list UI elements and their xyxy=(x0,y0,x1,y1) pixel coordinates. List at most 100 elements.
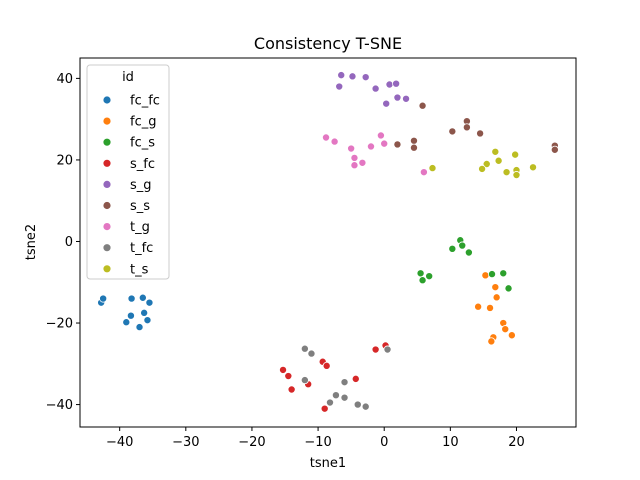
data-point-s_s xyxy=(550,145,559,154)
data-point-fc_s xyxy=(448,244,457,253)
data-point-t_g xyxy=(322,133,331,142)
data-point-fc_s xyxy=(418,276,427,285)
legend-label-t_s: t_s xyxy=(130,262,149,277)
data-point-t_fc xyxy=(340,378,349,387)
legend-marker-t_s xyxy=(102,264,112,274)
data-point-fc_s xyxy=(499,269,508,278)
data-point-t_s xyxy=(491,147,500,156)
data-point-s_g xyxy=(337,71,346,80)
data-point-fc_fc xyxy=(99,294,108,303)
data-point-s_g xyxy=(361,73,370,82)
legend-label-s_s: s_s xyxy=(130,199,150,214)
legend-marker-fc_g xyxy=(102,116,112,126)
legend-marker-s_g xyxy=(102,179,112,189)
legend-marker-fc_s xyxy=(102,137,112,147)
data-point-t_s xyxy=(529,163,538,172)
data-point-t_g xyxy=(419,168,428,177)
legend-marker-t_g xyxy=(102,222,112,232)
data-point-fc_fc xyxy=(143,316,152,325)
data-point-t_s xyxy=(494,156,503,165)
y-tick-label: 20 xyxy=(56,153,73,168)
data-point-t_s xyxy=(482,160,491,169)
data-point-s_s xyxy=(476,129,485,138)
data-point-t_g xyxy=(380,139,389,148)
data-point-fc_g xyxy=(492,293,501,302)
data-point-s_fc xyxy=(279,365,288,374)
x-tick-label: −20 xyxy=(238,435,265,450)
x-tick-label: 10 xyxy=(442,435,459,450)
data-point-s_g xyxy=(348,72,357,81)
data-point-t_g xyxy=(350,161,359,170)
y-tick-label: −40 xyxy=(46,398,73,413)
data-point-fc_fc xyxy=(135,323,144,332)
data-point-s_g xyxy=(335,82,344,91)
data-point-fc_g xyxy=(481,271,490,280)
data-point-t_s xyxy=(502,168,511,177)
data-point-s_g xyxy=(402,94,411,103)
data-point-t_g xyxy=(358,158,367,167)
x-axis-label: tsne1 xyxy=(310,456,346,471)
legend-label-fc_s: fc_s xyxy=(130,136,155,151)
data-point-fc_g xyxy=(507,331,516,340)
y-tick-label: 40 xyxy=(56,72,73,87)
y-axis: −40 −20 0 20 40 xyxy=(46,72,80,413)
data-point-t_fc xyxy=(340,393,349,402)
data-point-s_s xyxy=(409,143,418,152)
data-point-s_fc xyxy=(320,404,329,413)
data-point-t_fc xyxy=(331,391,340,400)
data-point-t_s xyxy=(478,164,487,173)
x-axis: −40 −30 −20 −10 0 10 20 xyxy=(106,427,525,450)
data-point-fc_s xyxy=(488,270,497,279)
data-point-t_s xyxy=(511,150,520,159)
legend-marker-s_fc xyxy=(102,158,112,168)
data-point-fc_g xyxy=(474,302,483,311)
data-point-t_fc xyxy=(300,376,309,385)
legend-marker-t_fc xyxy=(102,243,112,253)
y-axis-label: tsne2 xyxy=(24,224,39,260)
legend-label-fc_g: fc_g xyxy=(130,115,156,130)
data-point-fc_fc xyxy=(145,298,154,307)
legend-items: fc_fc fc_g fc_s s_fc s_g s_s t_g t_fc t_s xyxy=(102,94,160,277)
data-point-s_g xyxy=(385,80,394,89)
data-point-s_fc xyxy=(351,374,360,383)
data-point-s_g xyxy=(392,79,401,88)
data-point-t_fc xyxy=(325,398,334,407)
data-point-fc_fc xyxy=(122,318,131,327)
x-tick-label: 20 xyxy=(508,435,525,450)
legend-marker-s_s xyxy=(102,201,112,210)
data-point-t_s xyxy=(512,171,521,180)
x-tick-label: −10 xyxy=(304,435,331,450)
data-point-s_s xyxy=(393,140,402,149)
data-point-s_fc xyxy=(322,361,331,370)
chart-title: Consistency T-SNE xyxy=(254,34,402,53)
data-point-fc_s xyxy=(504,284,513,293)
x-tick-label: 0 xyxy=(380,435,388,450)
data-point-s_fc xyxy=(287,385,296,394)
data-point-t_g xyxy=(366,142,375,151)
legend-marker-fc_fc xyxy=(102,95,112,105)
data-point-fc_fc xyxy=(140,308,149,317)
data-point-t_fc xyxy=(361,402,370,411)
legend-title: id xyxy=(122,70,134,85)
data-point-s_g xyxy=(371,84,380,93)
data-point-fc_s xyxy=(425,272,434,281)
data-point-fc_s xyxy=(416,269,425,278)
data-point-fc_s xyxy=(464,248,473,257)
legend-label-t_g: t_g xyxy=(130,220,150,235)
data-point-s_s xyxy=(448,127,457,136)
data-point-fc_g xyxy=(486,303,495,312)
legend-label-s_fc: s_fc xyxy=(130,157,155,172)
data-point-t_g xyxy=(347,144,356,153)
data-point-s_g xyxy=(382,99,391,108)
data-point-t_g xyxy=(376,131,385,140)
x-tick-label: −40 xyxy=(106,435,133,450)
data-point-s_s xyxy=(462,123,471,132)
data-point-t_fc xyxy=(353,400,362,409)
data-point-fc_s xyxy=(458,241,467,250)
data-point-t_fc xyxy=(307,349,316,358)
y-tick-label: −20 xyxy=(46,317,73,332)
data-point-fc_g xyxy=(501,325,510,334)
data-point-s_fc xyxy=(284,372,293,381)
legend-label-t_fc: t_fc xyxy=(130,241,153,256)
